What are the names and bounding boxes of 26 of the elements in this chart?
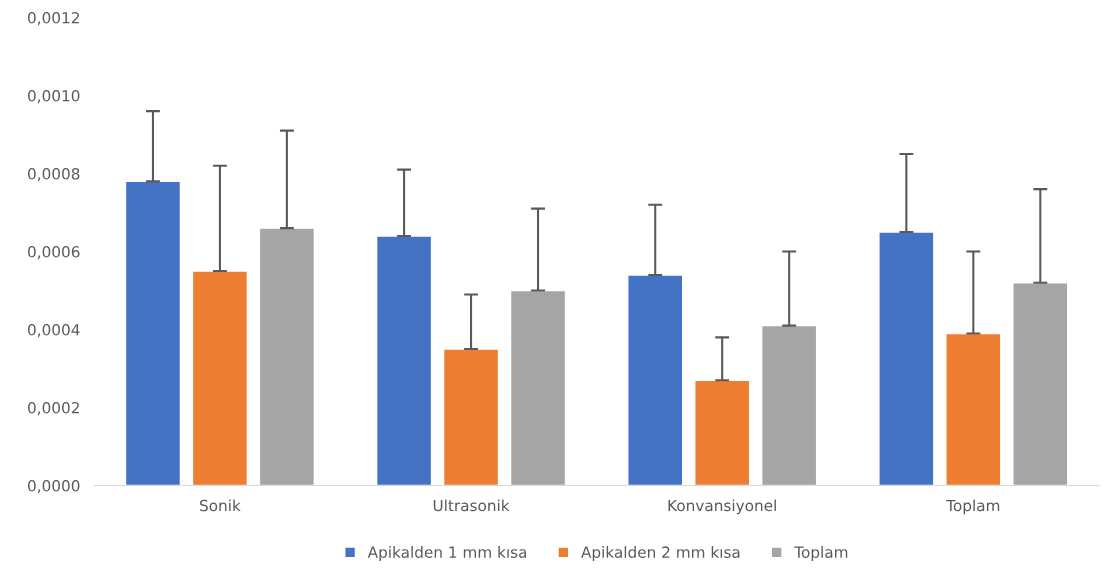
y-tick-label: 0,0010 <box>28 90 80 104</box>
legend-label: Apikalden 2 mm kısa <box>581 546 740 561</box>
bar <box>878 231 935 486</box>
bar <box>627 274 684 486</box>
bar <box>258 227 316 486</box>
y-tick-label: 0,0006 <box>28 246 80 260</box>
y-tick-label: 0,0004 <box>28 324 80 338</box>
x-tick-label: Konvansiyonel <box>668 499 776 515</box>
y-tick-label: 0,0012 <box>28 12 79 26</box>
bar <box>191 270 249 486</box>
bar <box>509 289 567 486</box>
y-tick-label: 0,0008 <box>28 168 80 182</box>
bar <box>945 332 1002 486</box>
bar <box>375 235 433 486</box>
bar <box>1012 282 1069 486</box>
y-tick-label: 0,0002 <box>28 402 79 416</box>
x-tick-label: Toplam <box>946 499 1000 515</box>
bar <box>442 348 500 486</box>
bar <box>761 324 818 486</box>
bar <box>124 180 182 486</box>
x-tick-label: Sonik <box>200 499 241 512</box>
y-tick-label: 0,0000 <box>28 480 80 494</box>
bar <box>694 379 751 486</box>
x-tick-label: Ultrasonik <box>433 499 510 512</box>
legend-label: Toplam <box>794 546 848 561</box>
legend-label: Apikalden 1 mm kısa <box>367 546 527 561</box>
